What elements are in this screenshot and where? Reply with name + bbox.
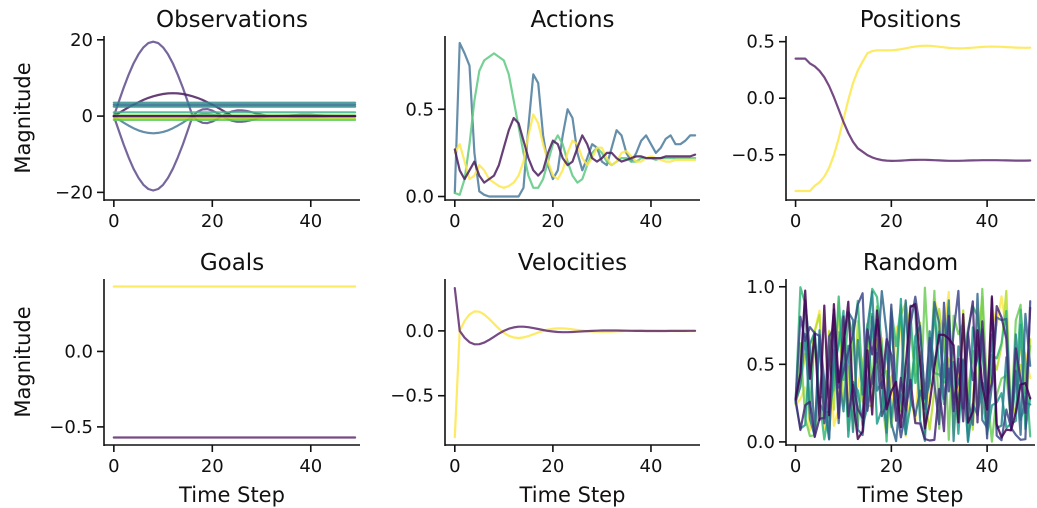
velocities-x-tick-label: 20 [541,456,564,477]
panel-actions: 0 20 40 0.0 0.5 Actions [405,7,700,232]
observations-x-tick-label: 20 [201,211,224,232]
random-x-label: Time Step [857,483,964,507]
goals-x-tick-label: 40 [299,456,322,477]
positions-x-tick-label: 0 [790,211,801,232]
panel-goals: 0 20 40 −0.5 0.0 Goals Magnitude Time Step [11,250,360,507]
random-x-tick-label: 0 [790,456,801,477]
velocities-x-tick-label: 0 [449,456,460,477]
goals-x-tick-label: 20 [201,456,224,477]
panel-observations: 0 20 40 −20 0 20 Observations Magnitude [11,7,360,232]
observations-y-label: Magnitude [11,62,35,173]
actions-series-line-1 [453,52,697,196]
observations-title: Observations [156,7,308,33]
observations-series-line-0 [112,40,357,125]
positions-series-line-0 [794,44,1032,193]
positions-y-tick-label: −0.5 [731,145,775,166]
actions-x-tick-label: 40 [640,211,663,232]
actions-x-tick-label: 20 [541,211,564,232]
goals-x-label: Time Step [178,483,285,507]
observations-y-tick-label: −20 [55,182,93,203]
panel-velocities: 0 20 40 −0.5 0.0 Velocities Time Step [390,250,700,507]
random-y-tick-label: 1.0 [746,277,775,298]
actions-x-tick-label: 0 [449,211,460,232]
goals-x-tick-label: 0 [108,456,119,477]
goals-y-label: Magnitude [11,306,35,417]
goals-title: Goals [200,250,264,276]
actions-y-tick-label: 0.5 [405,99,434,120]
velocities-y-tick-label: −0.5 [390,386,434,407]
positions-x-tick-label: 20 [880,211,903,232]
actions-y-tick-label: 0.0 [405,187,434,208]
random-y-tick-label: 0.0 [746,432,775,453]
positions-y-tick-label: 0.0 [746,88,775,109]
panel-random: 0 20 40 0.0 0.5 1.0 Random Time Step [746,250,1035,507]
positions-x-tick-label: 40 [976,211,999,232]
goals-y-tick-label: 0.0 [64,341,93,362]
random-x-tick-label: 40 [976,456,999,477]
goals-y-tick-label: −0.5 [49,417,93,438]
observations-series-line-1 [112,107,357,192]
panel-positions: 0 20 40 −0.5 0.0 0.5 Positions [731,7,1035,232]
observations-y-tick-label: 0 [82,106,93,127]
random-series-line-9 [794,289,1032,441]
velocities-title: Velocities [518,250,627,276]
random-x-tick-label: 20 [880,456,903,477]
positions-title: Positions [860,7,962,33]
random-y-tick-label: 0.5 [746,354,775,375]
positions-series-line-1 [794,57,1032,162]
actions-series-line-0 [453,41,697,198]
observations-x-tick-label: 40 [299,211,322,232]
velocities-series-line-1 [453,287,697,346]
positions-y-tick-label: 0.5 [746,32,775,53]
observations-x-tick-label: 0 [108,211,119,232]
velocities-x-tick-label: 40 [640,456,663,477]
actions-series-line-3 [453,116,697,184]
random-title: Random [863,250,958,276]
observations-y-tick-label: 20 [70,30,93,51]
actions-title: Actions [530,7,614,33]
velocities-y-tick-label: 0.0 [405,321,434,342]
velocities-x-label: Time Step [519,483,626,507]
